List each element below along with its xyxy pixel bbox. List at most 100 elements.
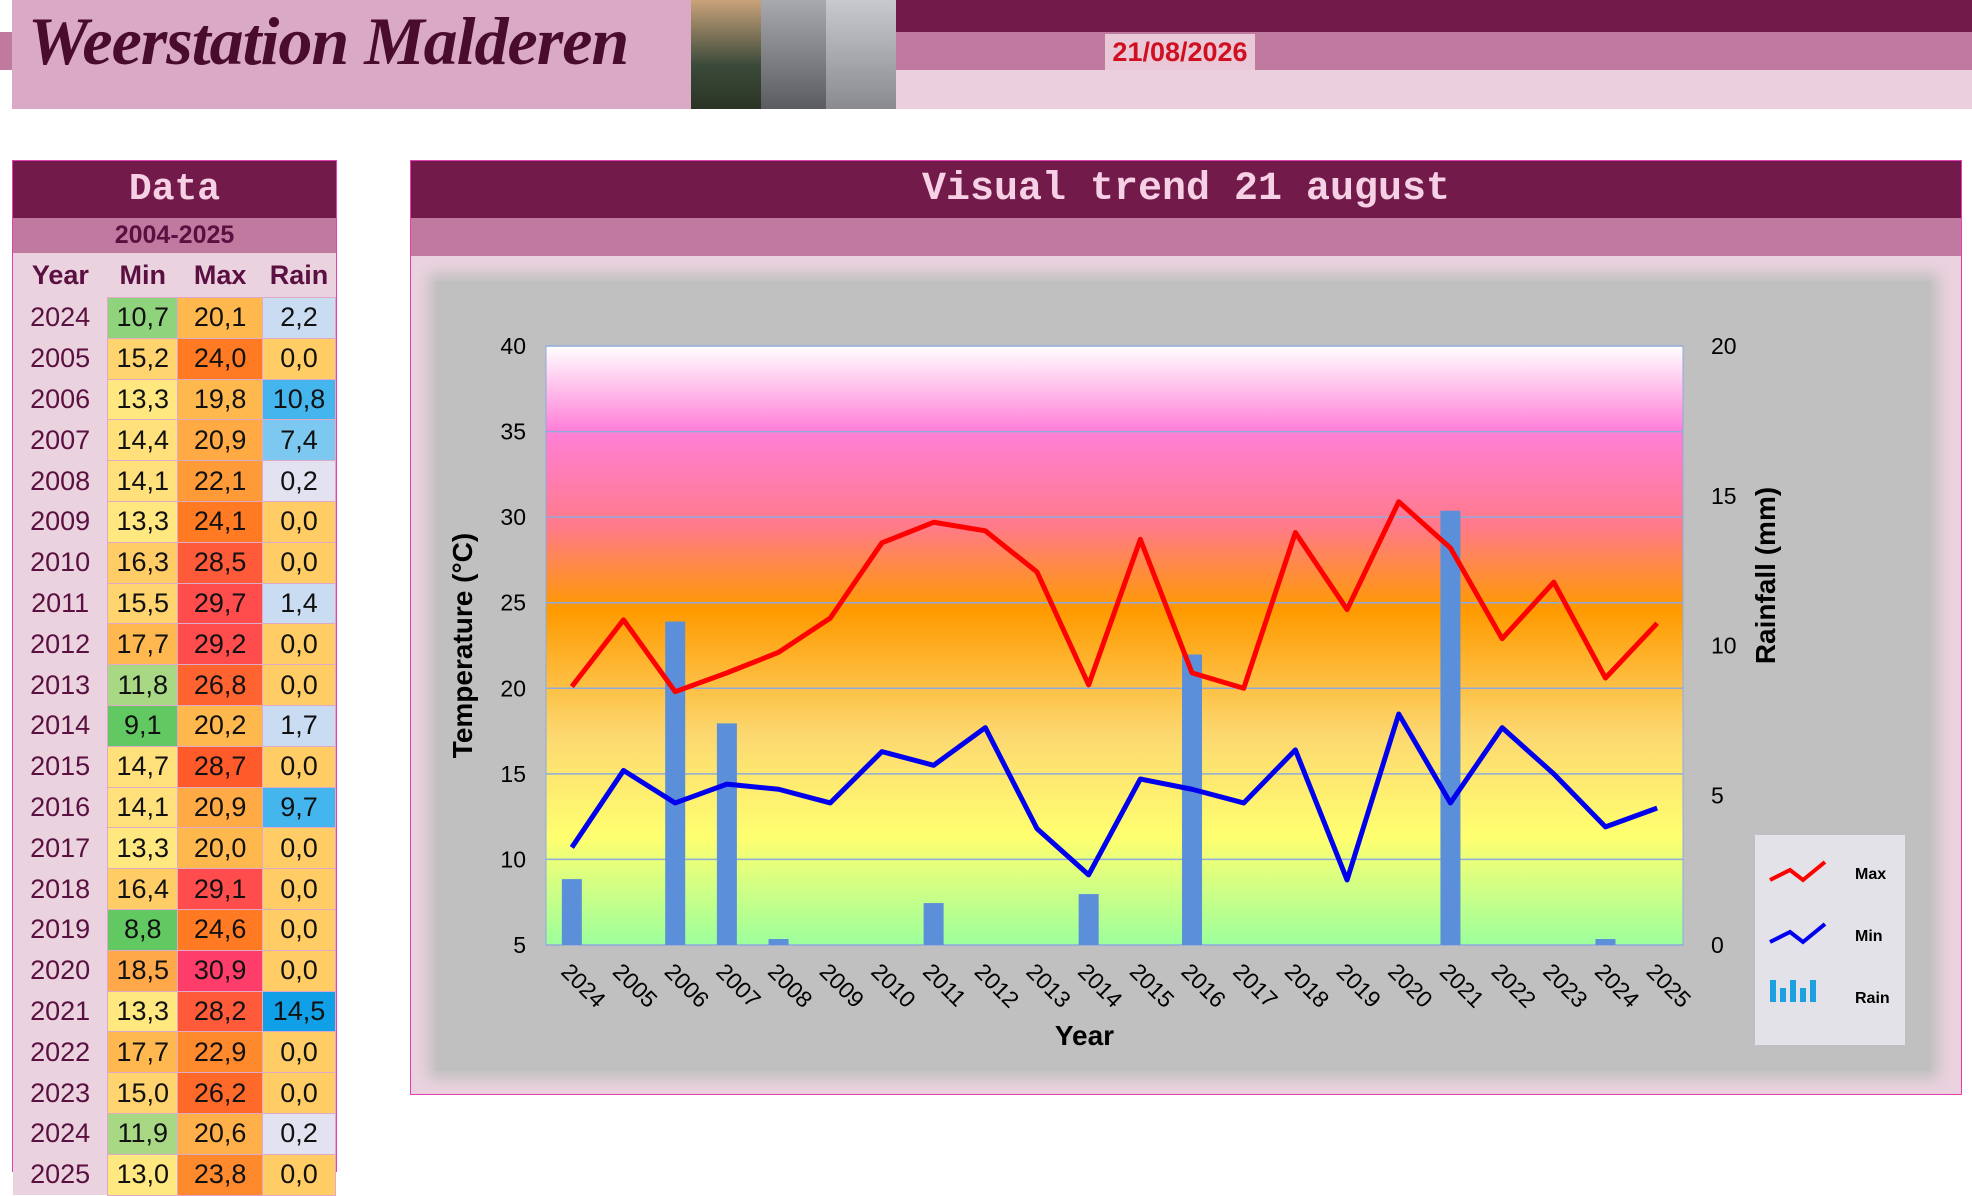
row: 2012 17,7 29,2 0,0 <box>13 623 336 666</box>
title-area <box>12 0 691 109</box>
year-cell: 2007 <box>13 419 108 461</box>
band <box>0 32 12 70</box>
year-cell: 2021 <box>13 991 108 1032</box>
row: 2019 8,8 24,6 0,0 <box>13 908 336 951</box>
cell: 17,7 <box>107 1031 179 1074</box>
cell: 0,0 <box>262 868 336 910</box>
cell: 19,8 <box>177 378 264 421</box>
line <box>569 711 1659 883</box>
legend <box>1755 835 1905 1045</box>
band <box>896 0 1972 32</box>
period: 2004-2025 <box>13 218 336 253</box>
legend-icon <box>1810 980 1816 1002</box>
rain-bar <box>1595 939 1616 945</box>
cell: 18,5 <box>107 949 179 992</box>
cell: 29,1 <box>177 868 264 910</box>
cell: 9,7 <box>262 786 336 829</box>
cell: 29,2 <box>177 623 264 666</box>
x-tick-label: 2007 <box>711 958 766 1013</box>
row: 2017 13,3 20,0 0,0 <box>13 827 336 870</box>
row: 2025 13,0 23,8 0,0 <box>13 1153 336 1196</box>
rain-bar <box>665 621 686 945</box>
y-tick-label: 35 <box>500 419 526 445</box>
cell: 26,2 <box>177 1072 264 1114</box>
x-axis-label: Year <box>1055 1020 1114 1051</box>
cell: 22,9 <box>177 1031 264 1074</box>
x-tick-label: 2017 <box>1228 958 1283 1013</box>
year-cell: 2020 <box>13 950 108 992</box>
data-table: Year Min Max Rain 2024 10,7 20,1 2,2 2005 15,2 24… <box>13 253 336 1196</box>
header-row: Year Min Max Rain <box>13 253 336 298</box>
cell: 0,2 <box>262 1112 336 1155</box>
row: 2013 11,8 26,8 0,0 <box>13 664 336 706</box>
y-axis-label: Temperature (°C) <box>447 533 478 758</box>
row: 2008 14,1 22,1 0,2 <box>13 460 336 502</box>
cell: 15,2 <box>107 337 179 380</box>
plot-area <box>545 345 1684 946</box>
cell: 1,4 <box>262 582 336 625</box>
cell: 13,3 <box>107 500 179 543</box>
year-cell: 2015 <box>13 746 108 788</box>
y2-tick-label: 15 <box>1711 483 1737 509</box>
x-tick-label: 2013 <box>1021 958 1076 1013</box>
rain-bar <box>561 879 582 945</box>
cell: 26,8 <box>177 664 264 706</box>
cell: 10,8 <box>262 378 336 421</box>
column-header: Max <box>177 253 263 298</box>
cell: 0,0 <box>262 337 336 380</box>
x-tick-label: 2024 <box>1590 958 1645 1013</box>
x-tick-label: 2005 <box>608 958 663 1013</box>
row: 2007 14,4 20,9 7,4 <box>13 419 336 462</box>
cell: 15,5 <box>107 582 179 625</box>
cell: 16,3 <box>107 541 179 584</box>
chart-title: Visual trend 21 august <box>411 161 1961 218</box>
cell: 0,0 <box>262 500 336 543</box>
year-cell: 2013 <box>13 664 108 706</box>
cell: 14,1 <box>107 786 179 829</box>
x-tick-label: 2018 <box>1280 958 1335 1013</box>
cell: 9,1 <box>107 704 179 747</box>
cell: 24,0 <box>177 337 264 380</box>
cell: 24,6 <box>177 908 264 951</box>
panel-title: Data <box>13 161 336 218</box>
year-cell: 2024 <box>13 297 108 339</box>
row: 2006 13,3 19,8 10,8 <box>13 378 336 421</box>
cell: 24,1 <box>177 500 264 543</box>
date: 21/08/2026 <box>1105 34 1255 70</box>
year-cell: 2016 <box>13 787 108 828</box>
row: 2016 14,1 20,9 9,7 <box>13 786 336 829</box>
x-tick-label: 2008 <box>763 958 818 1013</box>
header: Weerstation Malderen 21/08/2026 <box>0 0 1972 109</box>
cell: 28,5 <box>177 541 264 584</box>
legend-icon <box>1800 988 1806 1002</box>
cell: 8,8 <box>107 908 179 951</box>
cell: 17,7 <box>107 623 179 666</box>
y2-tick-label: 10 <box>1711 633 1737 659</box>
row: 2009 13,3 24,1 0,0 <box>13 500 336 543</box>
rain-bar <box>1078 894 1099 945</box>
year-cell: 2012 <box>13 623 108 665</box>
cell: 13,3 <box>107 827 179 870</box>
cell: 16,4 <box>107 868 179 910</box>
cell: 0,0 <box>262 1031 336 1074</box>
year-cell: 2018 <box>13 868 108 910</box>
cell: 0,0 <box>262 827 336 870</box>
rain-bar <box>768 939 789 945</box>
row: 2022 17,7 22,9 0,0 <box>13 1031 336 1074</box>
row: 2024 11,9 20,6 0,2 <box>13 1112 336 1155</box>
year-cell: 2019 <box>13 909 108 951</box>
y-tick-label: 15 <box>500 761 526 787</box>
cell: 0,0 <box>262 1072 336 1114</box>
cell: 15,0 <box>107 1072 179 1114</box>
cell: 20,0 <box>177 827 264 870</box>
y2-axis-label: Rainfall (mm) <box>1750 487 1781 664</box>
cell: 2,2 <box>262 297 336 339</box>
year-cell: 2009 <box>13 501 108 543</box>
year-cell: 2010 <box>13 542 108 584</box>
row: 2018 16,4 29,1 0,0 <box>13 868 336 910</box>
x-tick-label: 2023 <box>1538 958 1593 1013</box>
x-tick-label: 2015 <box>1125 958 1180 1013</box>
cell: 14,4 <box>107 419 179 462</box>
y-tick-label: 20 <box>500 675 526 701</box>
